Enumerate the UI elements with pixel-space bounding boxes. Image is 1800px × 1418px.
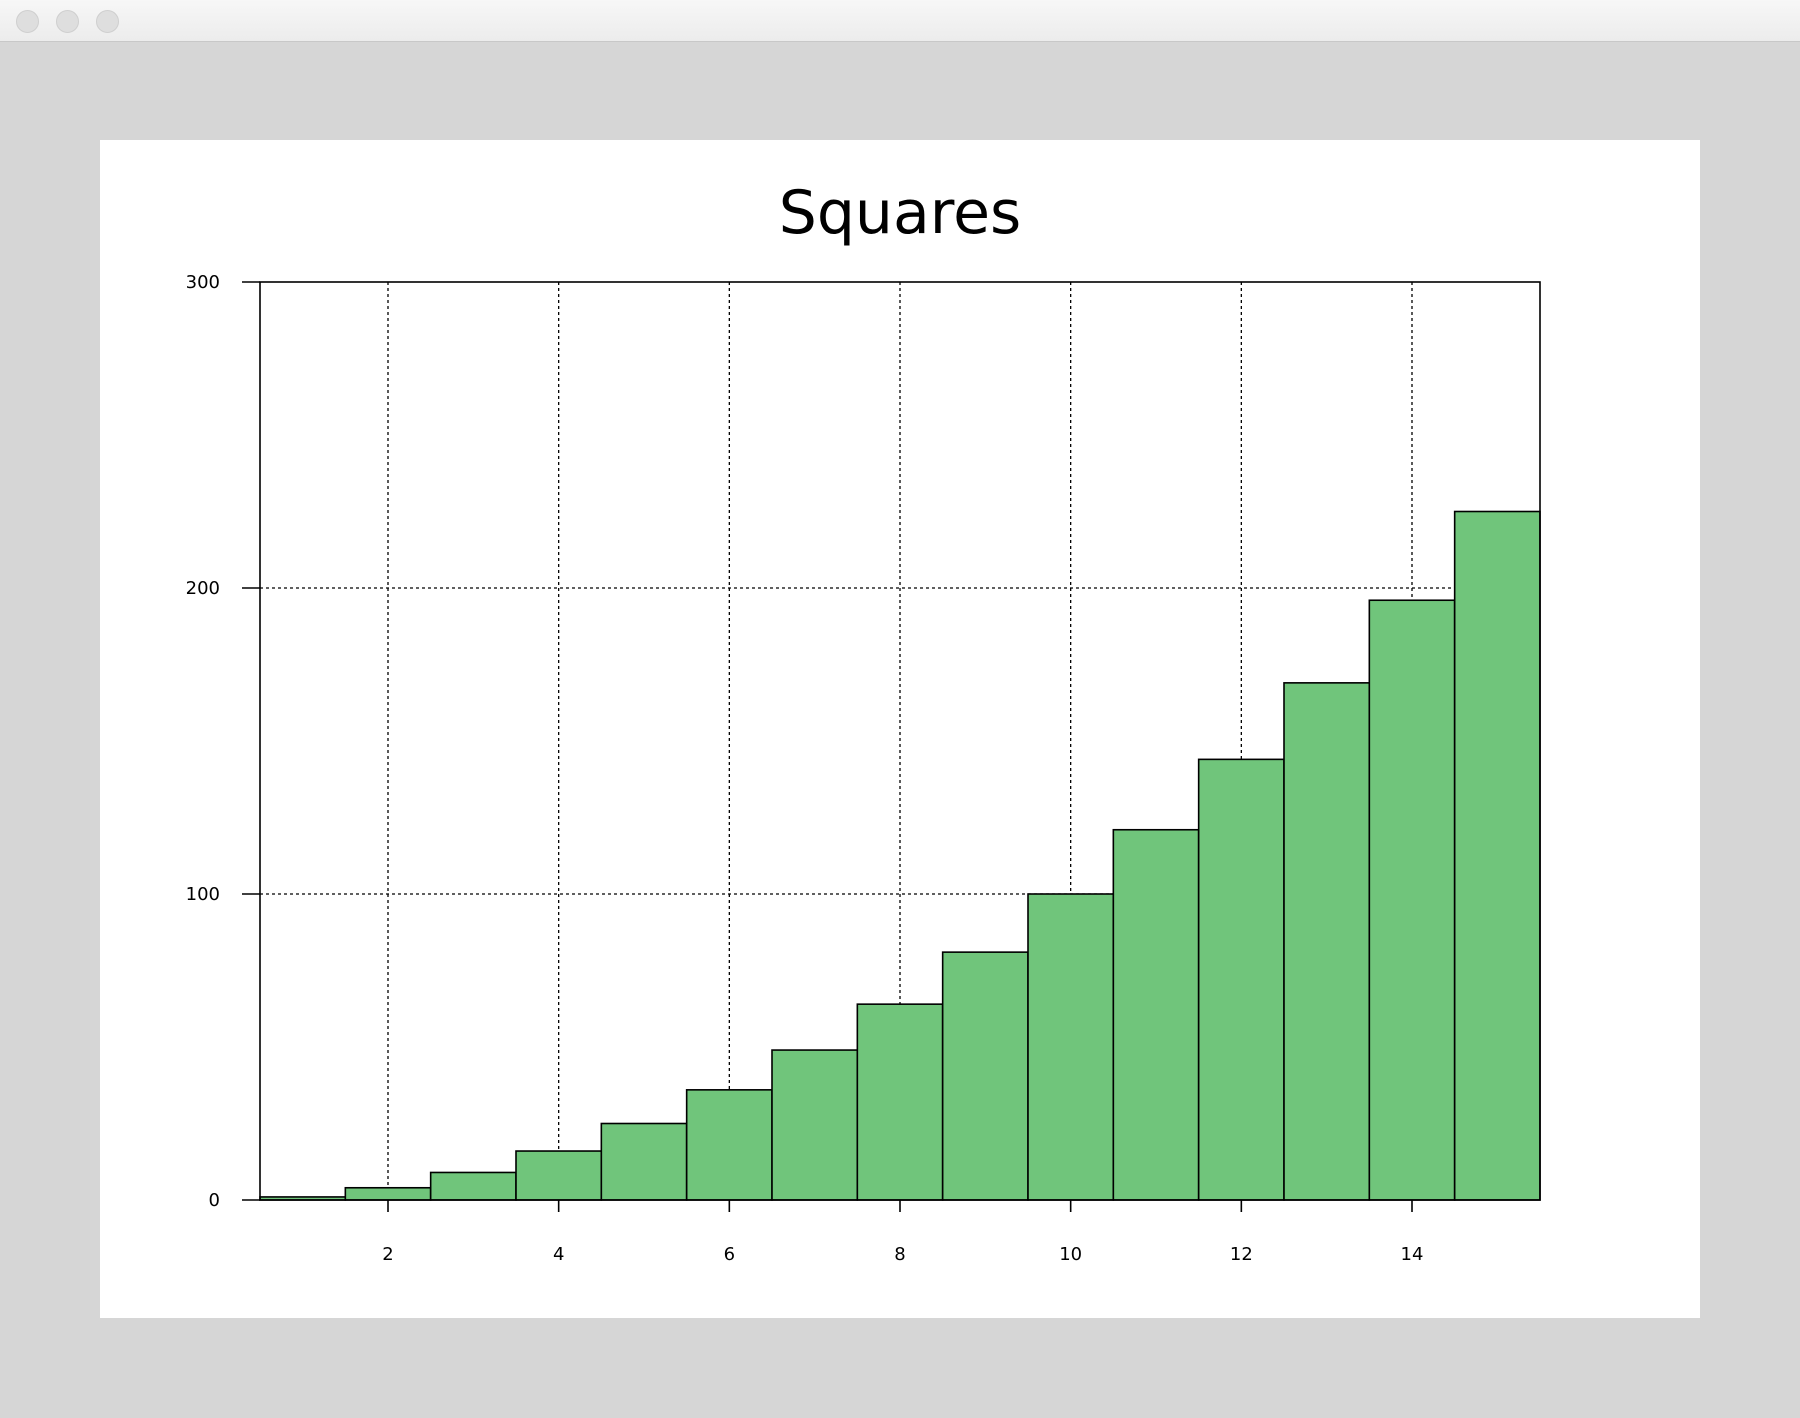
bar-chart: Squares 0 100 200 300 2 4 6 8 10 12 14 <box>186 178 1541 1265</box>
bar-11 <box>1112 828 1200 1201</box>
bar-4 <box>515 1150 603 1201</box>
bar-3 <box>429 1171 517 1201</box>
bar-7 <box>771 1049 859 1201</box>
x-axis-ticks: 2 4 6 8 10 12 14 <box>382 1200 1423 1265</box>
bar-15 <box>1453 510 1541 1201</box>
zoom-button[interactable] <box>96 10 119 33</box>
x-tick-label: 6 <box>724 1244 735 1265</box>
chart-title: Squares <box>779 178 1022 248</box>
x-tick-label: 2 <box>382 1244 393 1265</box>
bar-9 <box>941 951 1029 1201</box>
x-tick-label: 4 <box>553 1244 564 1265</box>
bar-8 <box>856 1003 944 1201</box>
bar-6 <box>685 1089 773 1201</box>
y-tick-label: 300 <box>186 272 220 293</box>
bar-2 <box>344 1186 432 1201</box>
y-axis-ticks: 0 100 200 300 <box>186 272 260 1211</box>
minimize-button[interactable] <box>56 10 79 33</box>
x-tick-label: 14 <box>1401 1244 1424 1265</box>
x-tick-label: 12 <box>1230 1244 1253 1265</box>
y-tick-label: 0 <box>209 1190 220 1211</box>
window-titlebar <box>0 0 1800 42</box>
bar-10 <box>1027 893 1115 1201</box>
bar-14 <box>1368 599 1456 1201</box>
bar-12 <box>1197 758 1285 1201</box>
bar-5 <box>600 1122 688 1201</box>
grid-lines <box>260 282 1540 1200</box>
bars <box>259 510 1541 1201</box>
y-tick-label: 200 <box>186 578 220 599</box>
x-tick-label: 10 <box>1059 1244 1082 1265</box>
close-button[interactable] <box>16 10 39 33</box>
y-tick-label: 100 <box>186 884 220 905</box>
chart-panel: Squares 0 100 200 300 2 4 6 8 10 12 14 <box>100 140 1700 1318</box>
x-tick-label: 8 <box>894 1244 905 1265</box>
bar-13 <box>1283 682 1371 1201</box>
